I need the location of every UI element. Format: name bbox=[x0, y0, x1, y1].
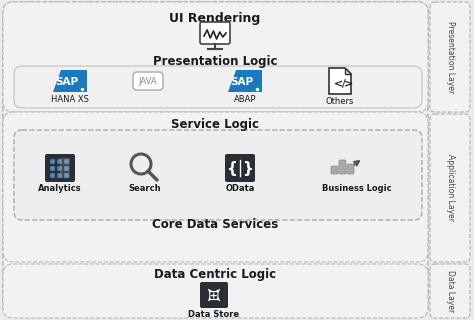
Text: /: / bbox=[342, 79, 346, 89]
Text: JAVA: JAVA bbox=[139, 76, 157, 85]
FancyBboxPatch shape bbox=[200, 22, 230, 44]
FancyBboxPatch shape bbox=[57, 173, 62, 178]
FancyBboxPatch shape bbox=[57, 166, 62, 171]
FancyBboxPatch shape bbox=[64, 166, 69, 171]
FancyBboxPatch shape bbox=[57, 159, 62, 164]
Text: OData: OData bbox=[225, 184, 255, 193]
Text: Presentation Logic: Presentation Logic bbox=[153, 55, 277, 68]
Polygon shape bbox=[53, 70, 87, 92]
Text: ABAP: ABAP bbox=[234, 95, 256, 104]
FancyBboxPatch shape bbox=[225, 154, 255, 182]
FancyBboxPatch shape bbox=[347, 164, 354, 174]
Text: }: } bbox=[243, 161, 254, 175]
Polygon shape bbox=[60, 158, 70, 178]
FancyBboxPatch shape bbox=[14, 66, 422, 108]
Text: Data Centric Logic: Data Centric Logic bbox=[154, 268, 276, 281]
Text: HANA XS: HANA XS bbox=[51, 95, 89, 104]
FancyBboxPatch shape bbox=[331, 166, 338, 174]
FancyBboxPatch shape bbox=[3, 2, 428, 112]
FancyBboxPatch shape bbox=[64, 173, 69, 178]
Text: Business Logic: Business Logic bbox=[322, 184, 392, 193]
Text: ⊞: ⊞ bbox=[208, 289, 220, 303]
Text: <: < bbox=[334, 79, 344, 89]
FancyBboxPatch shape bbox=[64, 159, 69, 164]
FancyBboxPatch shape bbox=[133, 72, 163, 90]
Text: Data Store: Data Store bbox=[189, 310, 239, 319]
FancyBboxPatch shape bbox=[200, 282, 228, 308]
Text: Application Layer: Application Layer bbox=[447, 155, 456, 221]
FancyBboxPatch shape bbox=[3, 2, 428, 316]
Text: Others: Others bbox=[326, 97, 354, 106]
FancyBboxPatch shape bbox=[45, 154, 75, 182]
Polygon shape bbox=[228, 70, 262, 92]
FancyBboxPatch shape bbox=[50, 166, 55, 171]
FancyBboxPatch shape bbox=[14, 130, 422, 220]
FancyBboxPatch shape bbox=[50, 173, 55, 178]
Text: Analytics: Analytics bbox=[38, 184, 82, 193]
FancyBboxPatch shape bbox=[3, 112, 428, 262]
FancyBboxPatch shape bbox=[430, 2, 470, 112]
Text: Presentation Layer: Presentation Layer bbox=[447, 21, 456, 93]
FancyBboxPatch shape bbox=[430, 264, 470, 318]
Polygon shape bbox=[329, 68, 351, 94]
Text: {: { bbox=[227, 161, 237, 175]
Text: SAP: SAP bbox=[230, 77, 254, 87]
FancyBboxPatch shape bbox=[339, 160, 346, 174]
FancyBboxPatch shape bbox=[3, 264, 428, 318]
Text: SAP: SAP bbox=[55, 77, 79, 87]
Text: Core Data Services: Core Data Services bbox=[152, 218, 278, 231]
Text: UI Rendering: UI Rendering bbox=[169, 12, 261, 25]
Text: Data Layer: Data Layer bbox=[447, 270, 456, 312]
Text: Service Logic: Service Logic bbox=[171, 118, 259, 131]
Text: >: > bbox=[345, 79, 354, 89]
Text: Search: Search bbox=[128, 184, 161, 193]
Polygon shape bbox=[345, 68, 351, 74]
FancyBboxPatch shape bbox=[430, 114, 470, 262]
FancyBboxPatch shape bbox=[50, 159, 55, 164]
